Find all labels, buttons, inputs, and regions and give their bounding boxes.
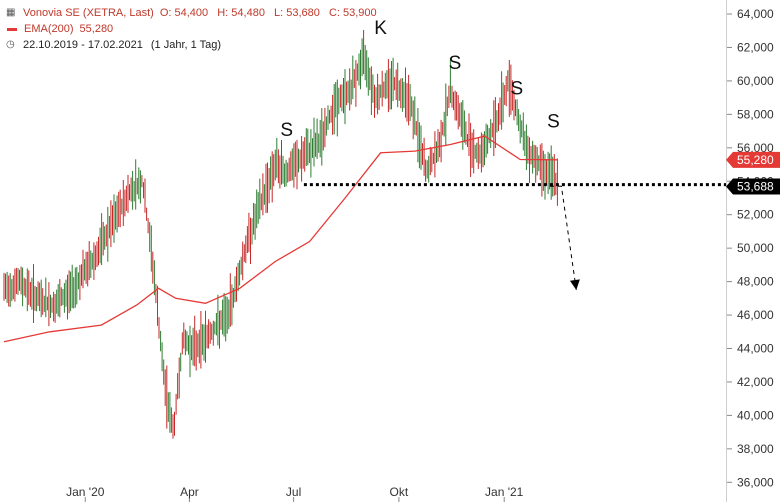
pattern-label: S [449,53,462,74]
x-tick-label: Jul [286,485,301,499]
ema-badge-bg [726,151,780,168]
clock-icon: ◷ [6,39,15,50]
y-tick-label: 42,000 [737,375,774,389]
y-tick-label: 38,000 [737,442,774,456]
ema-line [3,135,559,343]
y-tick-label: 48,000 [737,275,774,289]
legend-title-row: ▦ Vonovia SE (XETRA, Last) O: 54,400 H: … [6,5,377,21]
projection-arrowhead-icon [569,279,580,290]
y-tick-label: 52,000 [737,208,774,222]
legend-ema-label: EMA(200) [24,23,74,35]
x-tick-label: Jan '21 [485,485,524,499]
price-badge-label: 53,688 [737,179,774,193]
y-tick-label: 60,000 [737,74,774,88]
legend-close: C: 53,900 [328,7,377,19]
legend-low: L: 53,680 [274,7,320,19]
legend-ema-value: 55,280 [79,23,114,35]
y-tick-label: 44,000 [737,342,774,356]
projection-line [550,185,577,291]
x-tick-label: Apr [180,485,199,499]
y-tick-label: 36,000 [737,475,774,489]
legend-ema-row: EMA(200) 55,280 [6,21,377,37]
y-tick-label: 50,000 [737,241,774,255]
candlestick-icon: ▦ [6,7,16,18]
y-tick-label: 64,000 [737,7,774,21]
pattern-label: S [510,78,523,99]
chart-legend: ▦ Vonovia SE (XETRA, Last) O: 54,400 H: … [6,5,377,53]
legend-range: 22.10.2019 - 17.02.2021 [23,39,143,51]
y-tick-label: 62,000 [737,40,774,54]
pattern-label: S [280,120,293,141]
pattern-label: K [374,18,387,39]
x-tick-label: Okt [390,485,409,499]
ema-swatch-icon [7,27,17,31]
y-tick-label: 40,000 [737,408,774,422]
legend-range-row: ◷ 22.10.2019 - 17.02.2021 (1 Jahr, 1 Tag… [6,37,377,53]
x-tick-label: Jan '20 [66,485,105,499]
y-tick-label: 56,000 [737,141,774,155]
legend-high: H: 54,480 [217,7,265,19]
legend-open: O: 54,400 [159,7,209,19]
legend-title: Vonovia SE (XETRA, Last) [23,7,154,19]
y-tick-label: 46,000 [737,308,774,322]
pattern-label: S [547,112,560,133]
ema-badge-label: 55,280 [737,153,774,167]
y-tick-label: 58,000 [737,107,774,121]
price-badge-bg [726,178,780,195]
legend-range-detail: (1 Jahr, 1 Tag) [150,39,222,51]
